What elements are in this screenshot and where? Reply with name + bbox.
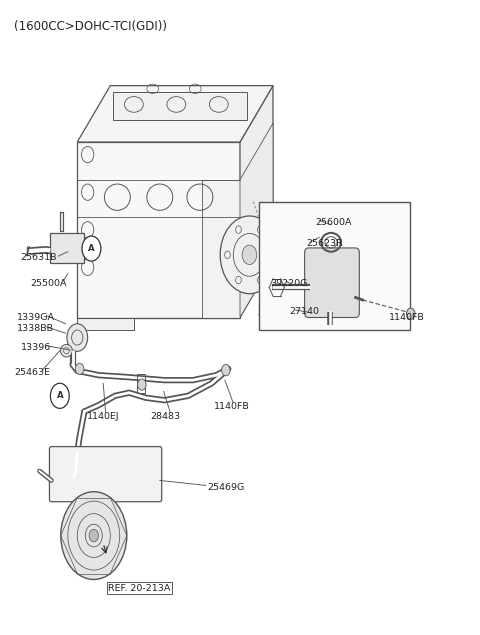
Circle shape — [222, 364, 230, 376]
Polygon shape — [113, 92, 247, 120]
Text: 27140: 27140 — [289, 307, 320, 316]
Circle shape — [50, 384, 69, 408]
Text: 25623R: 25623R — [306, 239, 343, 248]
Circle shape — [75, 363, 84, 375]
Text: 25500A: 25500A — [30, 279, 67, 288]
Text: 13396: 13396 — [21, 343, 51, 352]
Circle shape — [82, 236, 101, 261]
Text: (1600CC>DOHC-TCI(GDI)): (1600CC>DOHC-TCI(GDI)) — [13, 20, 167, 33]
Circle shape — [61, 491, 127, 580]
Text: A: A — [57, 391, 63, 400]
Text: REF. 20-213A: REF. 20-213A — [108, 584, 170, 592]
FancyBboxPatch shape — [305, 248, 360, 318]
Circle shape — [67, 324, 88, 351]
Circle shape — [407, 308, 415, 319]
FancyBboxPatch shape — [49, 446, 162, 502]
Polygon shape — [240, 86, 273, 318]
Text: 1339GA: 1339GA — [17, 313, 55, 322]
Ellipse shape — [60, 344, 72, 357]
Text: 25469G: 25469G — [207, 483, 244, 493]
Text: 28483: 28483 — [150, 412, 180, 421]
Text: A: A — [88, 244, 95, 253]
Text: 1140FB: 1140FB — [389, 313, 424, 322]
Polygon shape — [50, 233, 84, 263]
Text: 25631B: 25631B — [21, 253, 57, 262]
Polygon shape — [77, 318, 134, 330]
Text: 1140FB: 1140FB — [214, 402, 250, 411]
Text: 25463E: 25463E — [14, 368, 50, 377]
Text: 25600A: 25600A — [315, 218, 352, 227]
Circle shape — [242, 245, 257, 265]
Text: 1338BB: 1338BB — [17, 324, 54, 333]
Circle shape — [89, 530, 98, 542]
Polygon shape — [240, 123, 273, 318]
Text: 39220G: 39220G — [271, 279, 308, 288]
Polygon shape — [77, 142, 240, 318]
Bar — [137, 374, 145, 392]
Circle shape — [138, 379, 146, 390]
Polygon shape — [202, 180, 240, 318]
Bar — [259, 201, 410, 330]
Polygon shape — [77, 86, 273, 142]
Circle shape — [220, 216, 279, 293]
Text: 1140EJ: 1140EJ — [87, 412, 120, 421]
